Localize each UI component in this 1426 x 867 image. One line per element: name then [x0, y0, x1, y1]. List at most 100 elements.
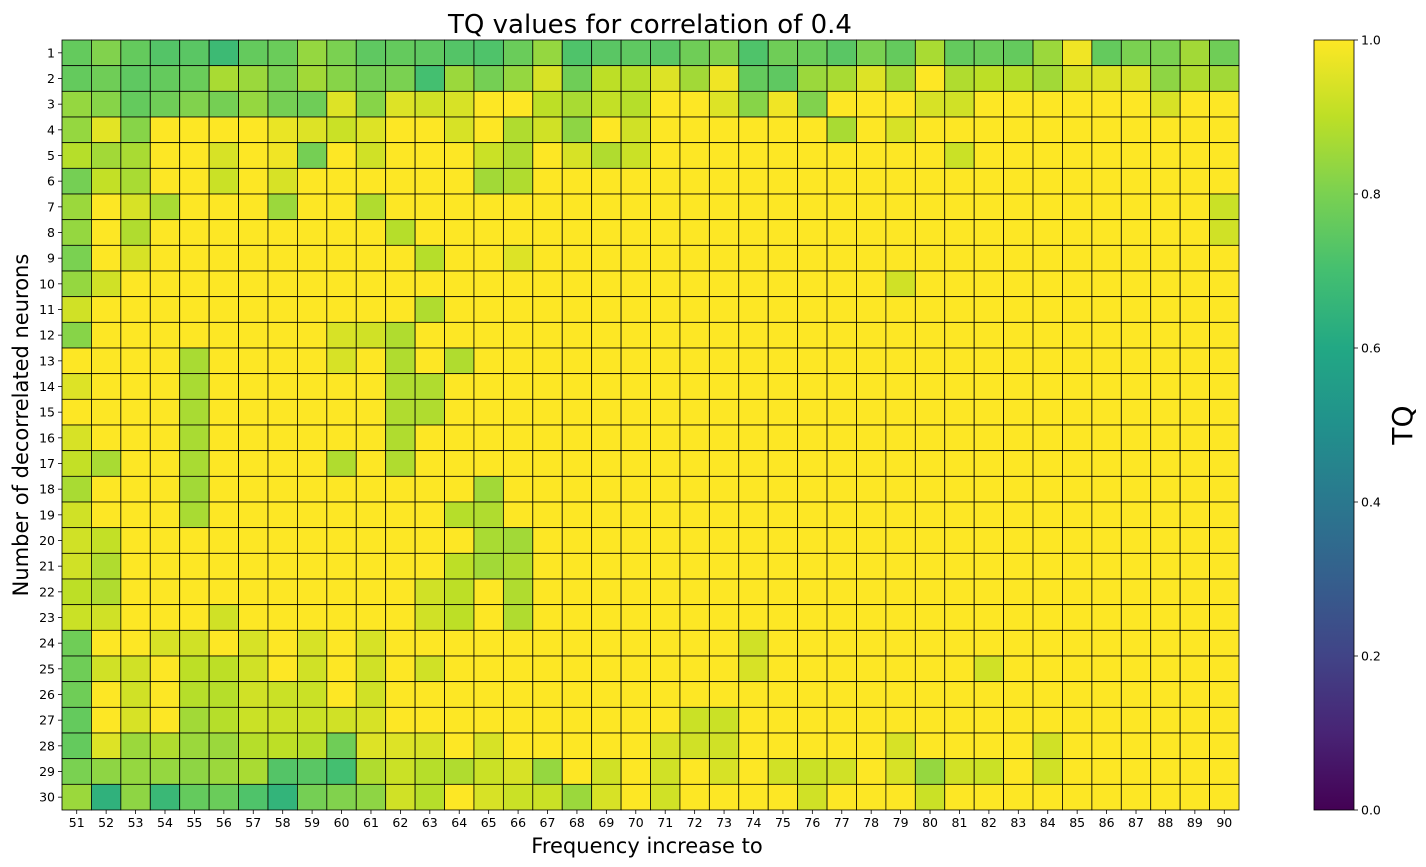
heatmap-cell — [856, 347, 887, 375]
heatmap-cell — [473, 578, 504, 606]
heatmap-cell — [591, 90, 622, 118]
heatmap-cell — [1062, 321, 1093, 349]
heatmap-cell — [414, 732, 445, 760]
heatmap-cell — [532, 604, 563, 631]
heatmap-cell — [238, 527, 269, 554]
heatmap-cell — [120, 90, 151, 118]
heatmap-cell — [826, 270, 857, 298]
heatmap-cell — [91, 39, 122, 67]
heatmap-cell — [532, 142, 563, 169]
heatmap-cell — [444, 244, 475, 272]
heatmap-cell — [444, 681, 475, 708]
heatmap-cell — [1150, 347, 1181, 375]
heatmap-cell — [385, 527, 416, 554]
heatmap-cell — [1091, 475, 1122, 503]
heatmap-cell — [1091, 758, 1122, 785]
heatmap-cell — [444, 373, 475, 400]
heatmap-cell — [208, 578, 239, 606]
heatmap-cell — [120, 270, 151, 298]
heatmap-cell — [444, 90, 475, 118]
heatmap-cell — [238, 475, 269, 503]
y-tick-label: 8 — [47, 225, 55, 240]
heatmap-cell — [620, 142, 651, 169]
heatmap-cell — [1209, 167, 1240, 195]
heatmap-cell — [708, 706, 740, 734]
heatmap-cell — [767, 142, 799, 169]
heatmap-cell — [326, 65, 357, 92]
heatmap-cell — [1179, 193, 1210, 221]
heatmap-cell — [120, 681, 151, 708]
heatmap-cell — [650, 475, 681, 503]
heatmap-cell — [208, 475, 239, 503]
heatmap-cell — [914, 578, 946, 606]
heatmap-cell — [826, 193, 857, 221]
heatmap-cell — [1091, 681, 1122, 708]
heatmap-cell — [120, 578, 151, 606]
heatmap-cell — [856, 398, 887, 426]
heatmap-cell — [708, 578, 740, 606]
heatmap-cell — [1120, 90, 1152, 118]
heatmap-cell — [679, 90, 710, 118]
heatmap-cell — [856, 758, 887, 785]
heatmap-cell — [767, 604, 799, 631]
heatmap-cell — [767, 758, 799, 785]
heatmap-cell — [561, 527, 593, 554]
heatmap-cell — [1150, 758, 1181, 785]
heatmap-cell — [620, 373, 651, 400]
heatmap-cell — [532, 270, 563, 298]
heatmap-cell — [591, 655, 622, 683]
heatmap-cell — [61, 321, 92, 349]
heatmap-cell — [267, 116, 298, 144]
heatmap-cell — [826, 758, 857, 785]
heatmap-cell — [355, 90, 387, 118]
heatmap-cell — [532, 347, 563, 375]
heatmap-cell — [826, 527, 857, 554]
heatmap-cell — [296, 475, 328, 503]
heatmap-cell — [238, 373, 269, 400]
heatmap-cell — [1032, 65, 1063, 92]
heatmap-cell — [1179, 270, 1210, 298]
heatmap-cell — [208, 296, 239, 323]
heatmap-cell — [1091, 347, 1122, 375]
heatmap-cell — [561, 604, 593, 631]
heatmap-cell — [914, 167, 946, 195]
heatmap-cell — [1150, 424, 1181, 452]
heatmap-cell — [591, 758, 622, 785]
heatmap-cell — [532, 681, 563, 708]
heatmap-cell — [973, 296, 1005, 323]
heatmap-cell — [326, 167, 357, 195]
heatmap-cell — [355, 398, 387, 426]
heatmap-cell — [1209, 193, 1240, 221]
heatmap-cell — [1179, 552, 1210, 580]
heatmap-cell — [767, 193, 799, 221]
heatmap-cell — [650, 552, 681, 580]
heatmap-cell — [973, 758, 1005, 785]
heatmap-cell — [561, 732, 593, 760]
heatmap-cell — [1091, 732, 1122, 760]
heatmap-cell — [1003, 219, 1034, 246]
heatmap-cell — [208, 732, 239, 760]
heatmap-cell — [767, 552, 799, 580]
heatmap-cell — [267, 296, 298, 323]
heatmap-cell — [1091, 527, 1122, 554]
heatmap-cell — [267, 732, 298, 760]
heatmap-cell — [944, 681, 975, 708]
heatmap-cell — [1209, 758, 1240, 785]
heatmap-cell — [120, 604, 151, 631]
heatmap-cell — [61, 604, 92, 631]
heatmap-cell — [797, 655, 828, 683]
heatmap-cell — [1003, 552, 1034, 580]
heatmap-cell — [914, 398, 946, 426]
heatmap-cell — [944, 578, 975, 606]
heatmap-cell — [385, 270, 416, 298]
heatmap-cell — [1209, 629, 1240, 657]
heatmap-cell — [326, 527, 357, 554]
heatmap-cell — [326, 244, 357, 272]
y-tick-label: 13 — [39, 353, 55, 368]
heatmap-cell — [385, 783, 416, 811]
heatmap-cell — [767, 527, 799, 554]
heatmap-cell — [944, 655, 975, 683]
heatmap-cell — [1150, 39, 1181, 67]
heatmap-cell — [1120, 270, 1152, 298]
heatmap-cell — [826, 604, 857, 631]
